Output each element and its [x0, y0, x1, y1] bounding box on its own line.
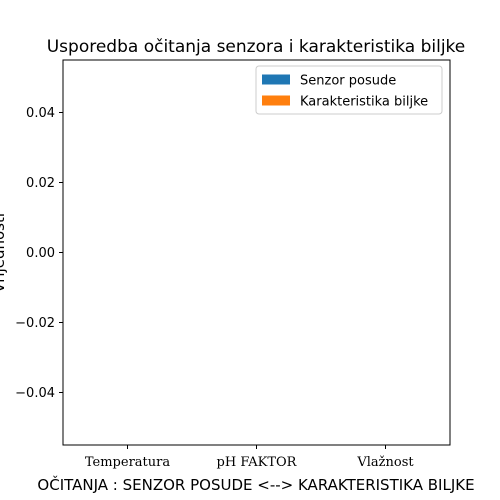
legend-swatch: [262, 74, 290, 85]
legend-label: Karakteristika biljke: [300, 95, 428, 110]
x-tick-label: pH FAKTOR: [217, 455, 298, 470]
y-tick-label: 0.00: [26, 246, 55, 261]
y-tick-label: −0.04: [15, 386, 55, 401]
y-tick-label: 0.02: [26, 176, 55, 191]
chart-title: Usporedba očitanja senzora i karakterist…: [47, 37, 466, 57]
y-axis: −0.04 −0.02 0.00 0.02 0.04: [15, 106, 63, 401]
y-tick-label: −0.02: [15, 316, 55, 331]
y-tick-label: 0.04: [26, 106, 55, 121]
x-axis: Temperatura pH FAKTOR Vlažnost: [85, 445, 414, 470]
legend-frame: [255, 65, 443, 115]
plot-area: [62, 59, 451, 446]
legend-swatch: [262, 95, 290, 106]
plot-frame: [62, 59, 451, 446]
legend-label: Senzor posude: [300, 74, 396, 89]
x-tick-label: Temperatura: [85, 455, 170, 470]
x-axis-label: OČITANJA : SENZOR POSUDE <--> KARAKTERIS…: [37, 475, 474, 494]
x-tick-label: Vlažnost: [356, 455, 414, 470]
y-axis-label: Vrijednosti: [0, 213, 8, 293]
legend: Senzor posude Karakteristika biljke: [255, 65, 443, 115]
